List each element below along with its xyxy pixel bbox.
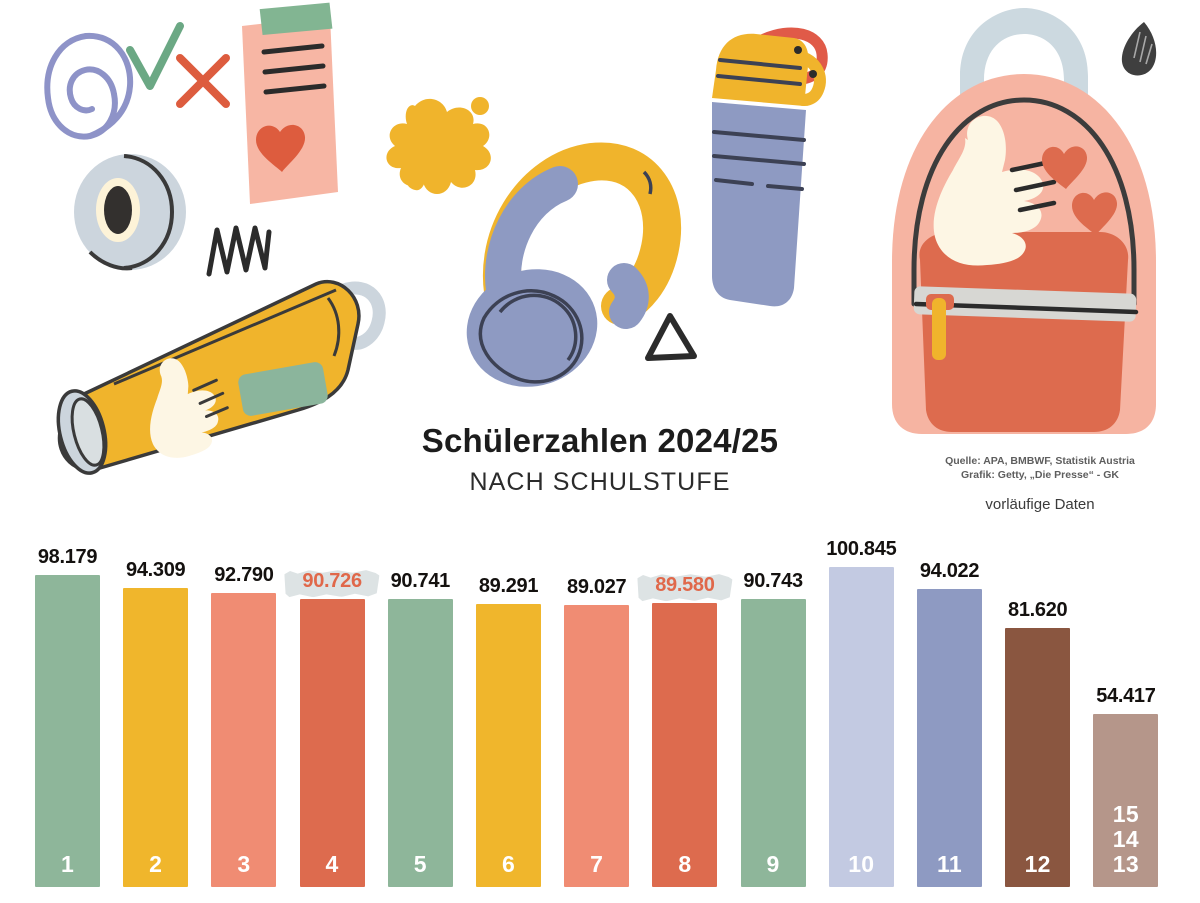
bar-group: 89.027 7 <box>564 571 630 887</box>
water-bottle-icon <box>700 22 860 312</box>
bar[interactable]: 15 14 13 <box>1093 714 1159 887</box>
bar-group: 98.179 1 <box>35 541 100 887</box>
bar-category-label: 6 <box>501 851 516 877</box>
bar-category-label: 7 <box>590 851 604 877</box>
bar-value-label: 90.741 <box>390 570 451 592</box>
bar[interactable]: 4 <box>299 599 365 887</box>
bar-category-label: 10 <box>848 851 875 877</box>
bar-category-label: 4 <box>325 851 339 877</box>
tape-roll-icon <box>66 148 196 276</box>
bar-group: 90.726 4 <box>300 565 365 887</box>
headphones-icon <box>448 130 698 387</box>
source-block: Quelle: APA, BMBWF, Statistik Austria Gr… <box>910 455 1170 513</box>
bar-category-label: 9 <box>766 851 780 877</box>
bar-category-label: 12 <box>1024 851 1051 877</box>
bar-value-label: 54.417 <box>1096 685 1156 707</box>
bar[interactable]: 9 <box>740 599 806 887</box>
bar-category-label: 5 <box>413 851 427 877</box>
bar[interactable]: 10 <box>828 567 894 887</box>
notepad-icon <box>222 2 342 219</box>
bar-group: 81.620 12 <box>1005 594 1071 887</box>
source-line-1: Quelle: APA, BMBWF, Statistik Austria <box>945 455 1135 467</box>
bar[interactable]: 1 <box>35 575 100 887</box>
backpack-icon <box>848 4 1198 444</box>
bar-category-label: 8 <box>678 851 692 877</box>
bar-value-label: 81.620 <box>1008 599 1068 621</box>
paint-splat-icon <box>383 88 503 198</box>
bar-value-label: 89.580 <box>655 574 715 596</box>
bar-category-label: 15 14 13 <box>1112 801 1139 877</box>
bar-group: 54.417 15 14 13 <box>1093 680 1159 887</box>
bar-group: 90.743 9 <box>740 565 806 887</box>
bar[interactable]: 2 <box>123 588 189 887</box>
bar-group: 94.022 11 <box>917 555 982 887</box>
cross-x-icon <box>172 50 234 112</box>
bar[interactable]: 8 <box>652 603 718 887</box>
bar-value-label: 92.790 <box>214 564 274 586</box>
bar-value-label: 94.309 <box>126 559 186 581</box>
bar-chart: 98.179 1 94.309 2 92.790 3 90.726 4 90.741 5 89.29… <box>0 520 1200 903</box>
checkmark-icon <box>122 18 192 98</box>
preliminary-note: vorläufige Daten <box>985 496 1095 513</box>
paperclip-icon <box>28 22 148 152</box>
bar-category-label: 11 <box>937 851 962 877</box>
bar-group: 90.741 5 <box>387 565 453 887</box>
bar-value-label: 89.027 <box>567 576 627 598</box>
bar-group: 94.309 2 <box>123 554 189 887</box>
bar[interactable]: 11 <box>917 589 982 887</box>
bar-category-label: 1 <box>60 851 75 877</box>
source-line-2: Grafik: Getty, „Die Presse“ - GK <box>961 468 1119 481</box>
bar-category-label: 3 <box>237 851 251 877</box>
bar-group: 100.845 10 <box>826 533 897 887</box>
bar-value-label: 98.179 <box>37 546 98 568</box>
bar[interactable]: 3 <box>211 593 277 887</box>
scribble-icon <box>205 222 275 280</box>
leaf-icon <box>1118 18 1162 80</box>
bar-value-label: 94.022 <box>919 560 980 582</box>
bar-value-label: 89.291 <box>478 575 539 597</box>
bar[interactable]: 12 <box>1005 628 1071 887</box>
bar-value-label: 100.845 <box>826 538 897 560</box>
bar-group: 89.291 6 <box>476 570 541 887</box>
bar-value-label: 90.726 <box>302 570 362 592</box>
bar[interactable]: 5 <box>387 599 453 887</box>
bar-group: 92.790 3 <box>211 559 277 887</box>
bar-group: 89.580 8 <box>652 569 717 887</box>
bar-category-label: 2 <box>149 851 163 877</box>
pencil-case-icon <box>48 262 388 482</box>
bar[interactable]: 7 <box>564 605 630 887</box>
triangle-icon <box>640 310 700 366</box>
bar[interactable]: 6 <box>476 604 541 887</box>
bar-value-label: 90.743 <box>743 570 803 592</box>
